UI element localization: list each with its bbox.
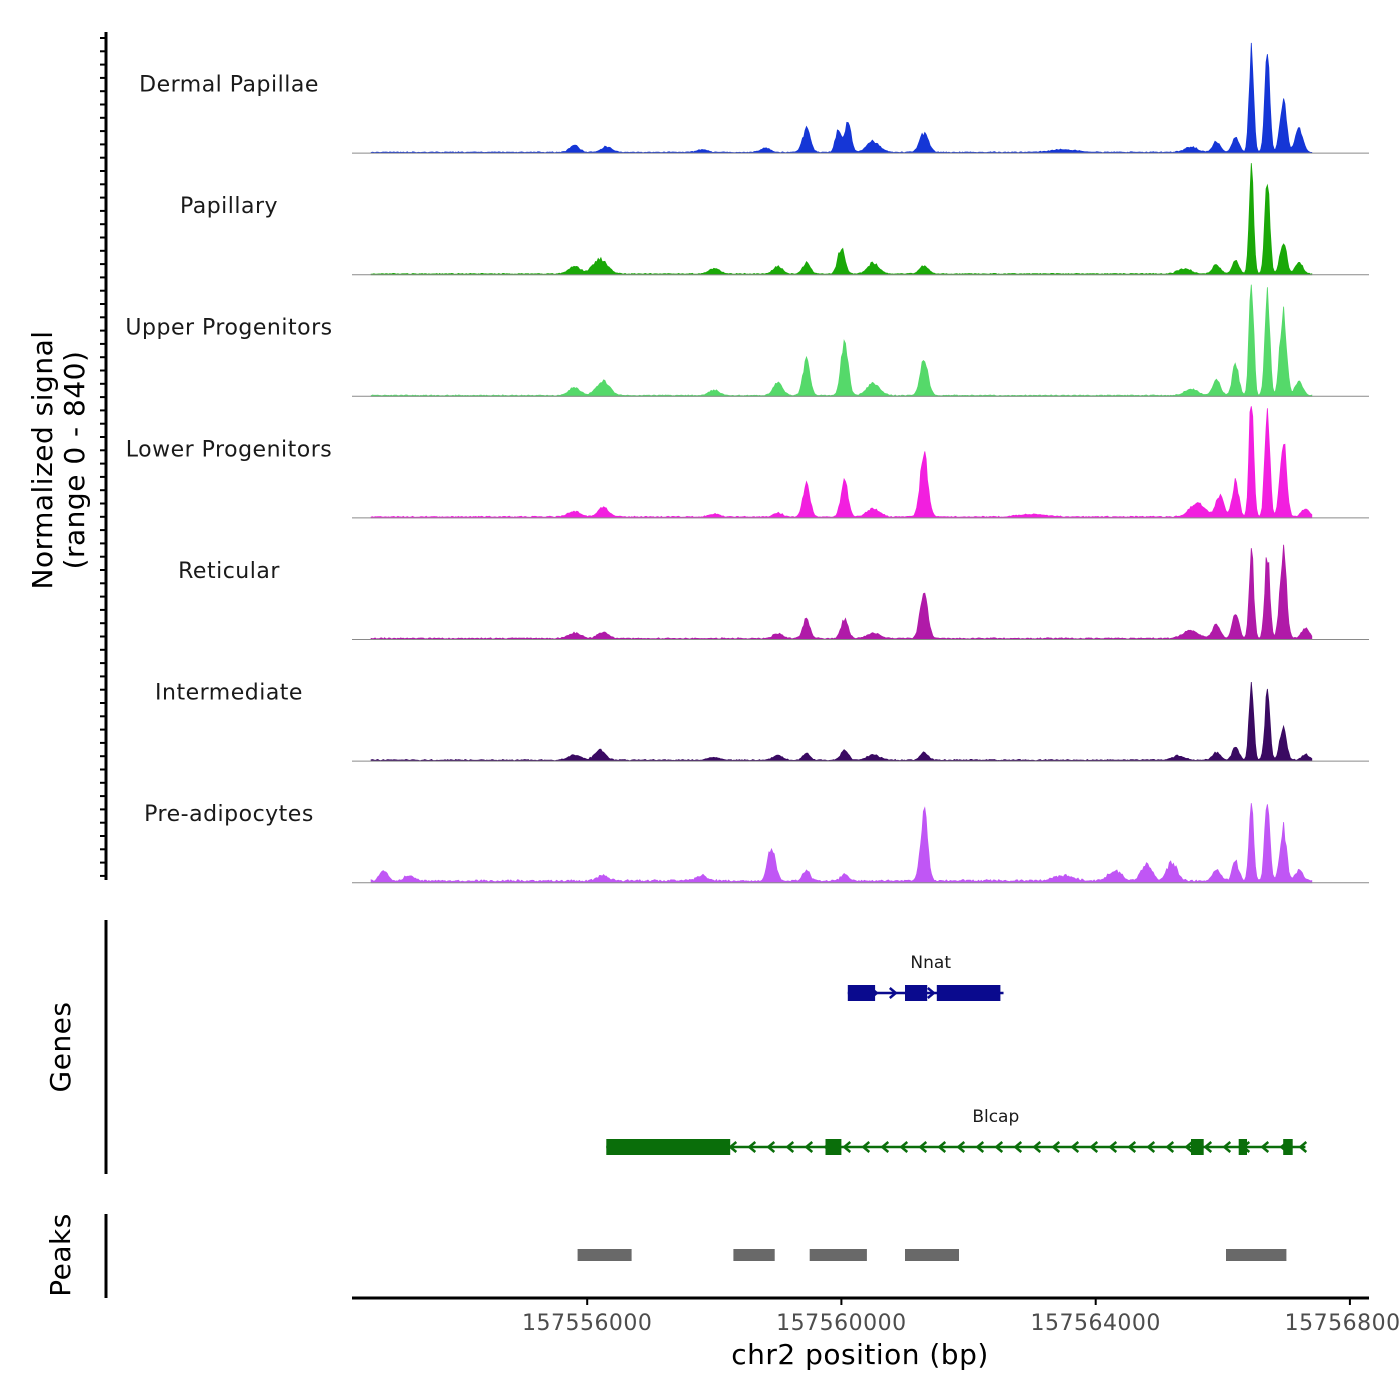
track-label: Reticular [178,559,280,584]
strand-arrow [842,1141,852,1153]
x-tick-label: 157564000 [1030,1311,1160,1336]
track-label: Intermediate [155,681,303,706]
gene-label: Blcap [972,1107,1019,1127]
strand-arrow [994,1141,1004,1153]
strand-arrow [728,1141,738,1153]
x-axis-ticks: 157556000 157560000 157564000 157568000 [522,1298,1400,1336]
strand-arrow [1298,1141,1308,1153]
coverage-y-ticks [100,37,106,877]
strand-arrow [1203,1141,1213,1153]
strand-arrow [880,1141,890,1153]
track-intermediate: Intermediate [155,681,1369,762]
gene-nnat: Nnat [847,953,1004,1001]
strand-arrow [1070,1141,1080,1153]
strand-arrow [1146,1141,1156,1153]
strand-arrow [937,1141,947,1153]
genes-axis-title: Genes [44,1002,77,1093]
strand-arrow [1127,1141,1137,1153]
gene-exon [1283,1139,1293,1155]
signal-area [370,803,1313,884]
track-label: Dermal Papillae [139,73,319,98]
track-papillary: Papillary [180,163,1369,276]
strand-arrow [747,1141,757,1153]
strand-arrow [1089,1141,1099,1153]
peak-region [577,1249,632,1261]
strand-arrow [1032,1141,1042,1153]
track-label: Lower Progenitors [126,437,332,462]
y-axis-title-line2: (range 0 - 840) [58,351,91,570]
y-axis-title-line1: Normalized signal [26,330,59,589]
strand-arrow [1260,1141,1270,1153]
x-tick-label: 157560000 [776,1311,906,1336]
peak-region [809,1249,867,1261]
peak-track [577,1249,1287,1261]
strand-arrow [1165,1141,1175,1153]
gene-exon [606,1139,731,1155]
signal-area [370,544,1313,640]
gene-track: Nnat Blcap [606,953,1308,1155]
signal-area [370,681,1313,762]
x-tick-label: 157556000 [522,1311,652,1336]
track-pre-adipocytes: Pre-adipocytes [144,802,1369,884]
signal-area [370,284,1313,397]
gene-exon [847,985,876,1001]
track-label: Upper Progenitors [125,316,332,341]
track-upper-progenitors: Upper Progenitors [125,284,1369,397]
strand-arrow [1108,1141,1118,1153]
track-label: Papillary [180,194,278,219]
gene-label: Nnat [910,953,951,973]
peak-region [733,1249,775,1261]
peak-region [1226,1249,1287,1261]
track-label: Pre-adipocytes [144,802,314,827]
gene-blcap: Blcap [606,1107,1308,1155]
track-dermal-papillae: Dermal Papillae [139,42,1369,154]
signal-area [370,163,1313,276]
strand-arrow [1013,1141,1023,1153]
strand-arrow [766,1141,776,1153]
strand-arrow [1184,1141,1194,1153]
gene-exon [825,1139,842,1155]
strand-arrow [899,1141,909,1153]
track-reticular: Reticular [178,544,1369,640]
strand-arrow [861,1141,871,1153]
gene-exon [905,985,928,1001]
gene-exon [1238,1139,1247,1155]
strand-arrow [926,987,936,999]
strand-arrow [804,1141,814,1153]
strand-arrow [785,1141,795,1153]
coverage-tracks: Dermal Papillae Papillary Upper Progenitor… [125,42,1369,884]
x-tick-label: 157568000 [1285,1311,1400,1336]
signal-area [370,42,1313,154]
strand-arrow [956,1141,966,1153]
signal-area [370,406,1313,519]
x-axis-title: chr2 position (bp) [731,1338,989,1371]
gene-exon [1191,1139,1204,1155]
strand-arrow [1222,1141,1232,1153]
strand-arrow [1051,1141,1061,1153]
strand-arrow [918,1141,928,1153]
track-lower-progenitors: Lower Progenitors [126,406,1369,519]
gene-exon [936,985,1001,1001]
strand-arrow [975,1141,985,1153]
peak-region [905,1249,959,1261]
peaks-axis-title: Peaks [44,1213,77,1297]
strand-arrow [888,987,898,999]
